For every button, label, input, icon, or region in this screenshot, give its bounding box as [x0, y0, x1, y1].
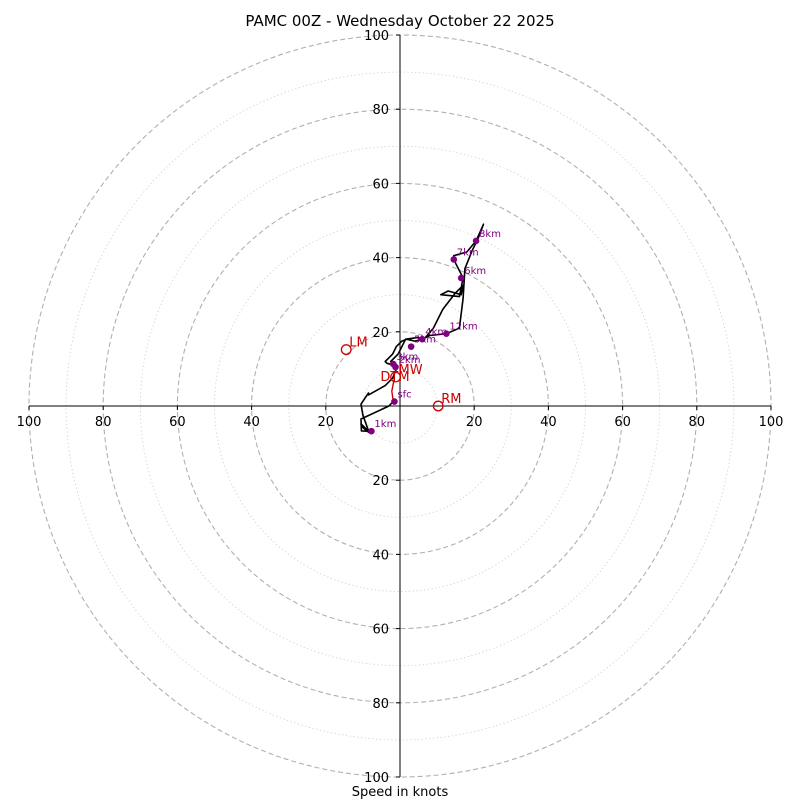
chart-title: PAMC 00Z - Wednesday October 22 2025: [245, 12, 554, 30]
y-tick-label: 80: [372, 103, 389, 118]
y-tick-label: 80: [372, 697, 389, 712]
x-tick-label: 80: [95, 415, 112, 430]
x-axis-label: Speed in knots: [352, 785, 449, 800]
storm-motion-label: MW: [399, 363, 423, 378]
dtm-trace: [391, 378, 396, 402]
axes: [28, 34, 772, 778]
height-marker-label: 1km: [374, 419, 396, 430]
height-marker-label: 7km: [457, 247, 479, 258]
y-tick-labels: 100 80 60 40 20 20 40 60 80 100: [364, 29, 389, 786]
y-tick-label: 100: [364, 29, 389, 44]
height-marker-dot: [391, 398, 398, 405]
wind-trace-group: [360, 223, 485, 434]
height-marker-dot: [368, 427, 375, 435]
y-tick-label: 40: [372, 252, 389, 267]
height-marker-dot: [418, 335, 426, 343]
height-marker-label: 3km: [396, 352, 418, 363]
x-tick-label: 40: [243, 415, 260, 430]
height-marker-label: 4km: [425, 327, 447, 338]
y-tick-label: 100: [364, 771, 389, 786]
y-tick-label: 60: [372, 177, 389, 192]
height-marker-label: 5km: [414, 335, 436, 346]
height-marker-label: 6km: [464, 266, 486, 277]
x-tick-label: 60: [614, 415, 631, 430]
y-tick-label: 20: [372, 326, 389, 341]
storm-motion-label: LM: [349, 336, 367, 351]
height-marker-dot: [407, 343, 415, 350]
x-tick-label: 40: [540, 415, 557, 430]
y-tick-label: 40: [372, 548, 389, 563]
storm-motions: LM RM MW: [340, 336, 461, 412]
storm-motion-label: RM: [441, 392, 461, 407]
x-tick-label: 100: [759, 415, 784, 430]
height-marker-label: 2km: [399, 355, 421, 366]
x-tick-label: 20: [466, 415, 483, 430]
y-tick-label: 20: [372, 474, 389, 489]
x-tick-label: 80: [689, 415, 706, 430]
x-tick-labels: 100 80 60 40 20 20 40 60 80 100: [17, 415, 784, 430]
height-marker-label: sfc: [397, 390, 411, 401]
dtm-label: DTM: [380, 370, 409, 385]
height-marker-label: 8km: [479, 229, 501, 240]
storm-motion-marker: [340, 344, 352, 356]
y-tick-label: 60: [372, 623, 389, 638]
height-marker-label: 12km: [449, 322, 477, 333]
height-marker-dot: [457, 274, 465, 282]
x-tick-label: 20: [318, 415, 335, 430]
storm-motion-marker: [432, 400, 444, 412]
height-marker-dot: [443, 330, 450, 337]
wind-trace: [360, 223, 485, 434]
x-tick-label: 60: [169, 415, 186, 430]
dtm-group: DTM: [380, 370, 410, 402]
x-tick-label: 100: [17, 415, 42, 430]
height-marker-dot: [390, 360, 397, 368]
height-marker-dot: [472, 237, 480, 245]
storm-motion-marker: [390, 371, 401, 383]
height-marker-dot: [450, 256, 458, 263]
